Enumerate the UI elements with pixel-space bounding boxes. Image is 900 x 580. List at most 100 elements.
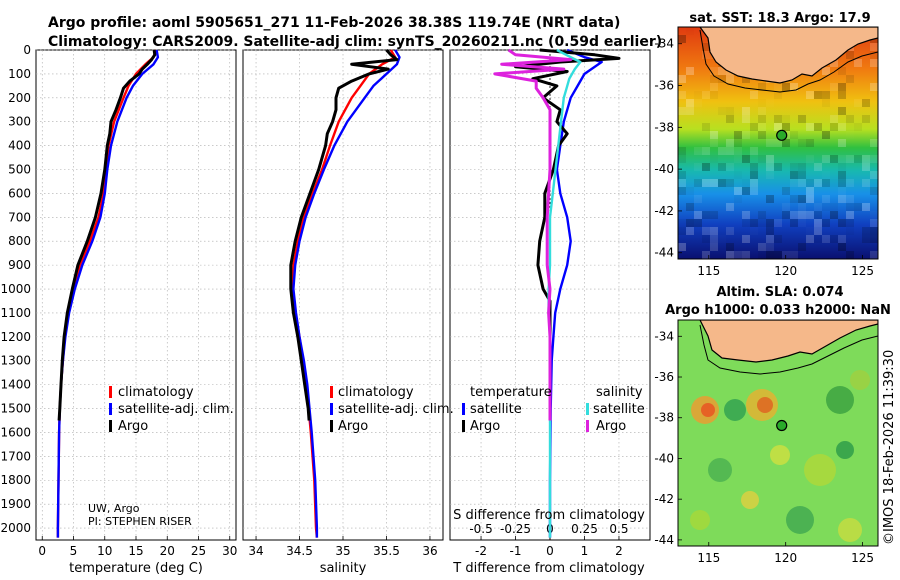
sst-texture-cell — [758, 219, 766, 227]
sst-texture-cell — [862, 99, 870, 107]
depth-tick-label: 1000 — [0, 282, 31, 296]
sst-texture-cell — [702, 139, 710, 147]
map-y-tick-label: -40 — [654, 451, 674, 465]
x-tick-label: 25 — [191, 544, 206, 558]
sst-texture-cell — [766, 155, 774, 163]
sst-texture-cell — [870, 219, 878, 227]
s-tick-label: -0.25 — [500, 522, 531, 536]
map-x-tick-label: 120 — [774, 551, 797, 565]
depth-tick-label: 300 — [8, 115, 31, 129]
x-tick-label: -2 — [475, 544, 487, 558]
salinity-tick-labels: 34 34.5 35 35.5 36 — [248, 544, 437, 558]
t-difference-xlabel: T difference from climatology — [452, 561, 645, 576]
sst-texture-cell — [702, 43, 710, 51]
sst-texture-cell — [846, 131, 854, 139]
sst-texture-cell — [798, 171, 806, 179]
sst-texture-cell — [838, 195, 846, 203]
sst-texture-cell — [822, 203, 830, 211]
sst-texture-cell — [838, 243, 846, 251]
sla-anomaly — [826, 386, 854, 414]
map-y-tick-label: -34 — [654, 37, 674, 51]
sst-texture-cell — [710, 235, 718, 243]
legend-salinity-header: salinity — [596, 385, 643, 400]
sst-texture-cell — [790, 131, 798, 139]
legend-satellite-marker — [109, 403, 112, 415]
sst-texture-cell — [726, 75, 734, 83]
sla-anomaly — [701, 403, 715, 417]
series-climatology — [291, 49, 397, 538]
sst-texture-cell — [710, 131, 718, 139]
sst-texture-cell — [678, 91, 686, 99]
depth-tick-label: 1500 — [0, 402, 31, 416]
sst-texture-cell — [782, 83, 790, 91]
sst-texture-cell — [742, 179, 750, 187]
sst-texture-cell — [806, 195, 814, 203]
sst-texture-cell — [718, 75, 726, 83]
map-x-tick-label: 125 — [851, 551, 874, 565]
sla-anomalies — [690, 370, 870, 542]
sst-texture-cell — [822, 179, 830, 187]
sst-texture-cell — [790, 251, 798, 259]
sst-texture-cell — [750, 227, 758, 235]
sst-texture-cell — [782, 139, 790, 147]
sst-texture-cell — [870, 187, 878, 195]
sst-texture-cell — [798, 211, 806, 219]
sst-texture-cell — [766, 251, 774, 259]
sst-texture-cell — [678, 107, 686, 115]
sst-1000m-contour — [699, 29, 878, 93]
sst-texture-cell — [782, 115, 790, 123]
sst-float-marker — [776, 129, 788, 141]
x-tick-label: 36 — [422, 544, 437, 558]
sst-texture-cell — [822, 67, 830, 75]
sst-texture-cell — [678, 171, 686, 179]
sst-texture-cell — [702, 163, 710, 171]
sst-texture-cell — [726, 243, 734, 251]
map-y-tick-label: -36 — [654, 79, 674, 93]
sst-texture-cell — [702, 211, 710, 219]
sst-texture-cell — [742, 115, 750, 123]
sst-map-ticks: 115 120 125 -34 -36 -38 -40 -42 -44 — [654, 37, 874, 278]
sst-texture-cell — [838, 91, 846, 99]
sla-anomaly — [786, 506, 814, 534]
sst-texture-cell — [758, 131, 766, 139]
depth-tick-label: 500 — [8, 163, 31, 177]
sst-texture-cell — [694, 147, 702, 155]
sst-texture-cell — [846, 251, 854, 259]
sst-texture-cell — [742, 211, 750, 219]
series-satellite-temperature — [548, 48, 603, 538]
sst-map: sat. SST: 18.3 Argo: 17.9 115 120 125 -34 -3… — [654, 11, 879, 278]
legend-climatology-marker — [330, 386, 333, 398]
sst-texture-cell — [846, 203, 854, 211]
depth-tick-label: 1700 — [0, 449, 31, 463]
sst-texture-cell — [694, 195, 702, 203]
x-tick-label: 2 — [615, 544, 623, 558]
map-x-tick-label: 115 — [697, 551, 720, 565]
sst-texture-cell — [702, 91, 710, 99]
x-tick-label: 20 — [160, 544, 175, 558]
sst-texture-cell — [694, 179, 702, 187]
sst-texture-cell — [814, 203, 822, 211]
sst-texture-cell — [742, 155, 750, 163]
sst-texture-cell — [830, 203, 838, 211]
sst-texture-cell — [742, 75, 750, 83]
depth-tick-label: 0 — [23, 43, 31, 57]
depth-tick-label: 1200 — [0, 330, 31, 344]
sst-texture-cell — [846, 195, 854, 203]
sst-texture-cell — [758, 107, 766, 115]
sst-texture-cell — [806, 211, 814, 219]
sst-texture-cell — [734, 251, 742, 259]
legend-climatology: climatology — [338, 385, 414, 400]
legend-t-argo-marker — [462, 420, 465, 432]
sst-texture-cell — [710, 155, 718, 163]
temperature-series — [56, 49, 160, 538]
sst-texture-cell — [758, 115, 766, 123]
sst-texture-cell — [694, 91, 702, 99]
sst-texture-cell — [846, 155, 854, 163]
sst-texture-cell — [734, 131, 742, 139]
map-x-tick-label: 120 — [774, 264, 797, 278]
map-x-tick-label: 125 — [851, 264, 874, 278]
x-tick-label: 34 — [248, 544, 263, 558]
sst-texture-cell — [774, 235, 782, 243]
sst-texture-cell — [750, 171, 758, 179]
sst-texture-cell — [702, 251, 710, 259]
